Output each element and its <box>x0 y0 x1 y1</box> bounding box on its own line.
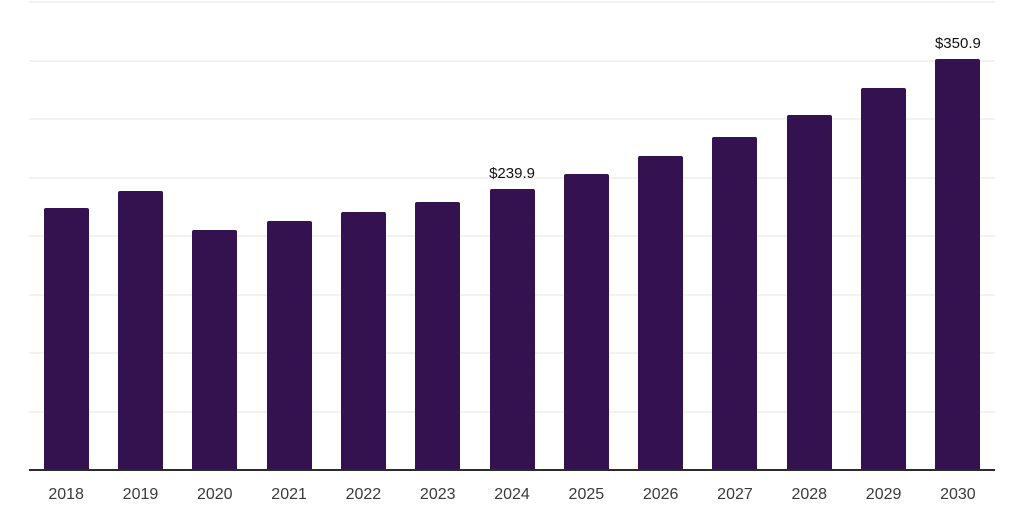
bar-band <box>772 2 846 470</box>
bar <box>935 59 981 470</box>
bar <box>117 190 163 470</box>
bars: $239.9 $350.9 <box>29 2 995 470</box>
bar <box>638 155 684 470</box>
bar-value-label: $239.9 <box>489 165 535 183</box>
bar-band <box>846 2 920 470</box>
x-tick-label: 2019 <box>122 486 159 503</box>
bar-band <box>29 2 103 470</box>
x-tick-label: 2026 <box>642 486 679 503</box>
bar-value-label: $350.9 <box>934 35 981 53</box>
bar <box>340 212 386 470</box>
bar <box>563 174 609 470</box>
bar-band <box>698 2 772 470</box>
bar <box>415 202 461 470</box>
bar-band: $239.9 <box>475 2 549 470</box>
x-tick-label: 2028 <box>791 486 828 503</box>
x-tick-label: 2024 <box>494 486 530 503</box>
bar-band <box>252 2 326 470</box>
bar <box>712 136 758 470</box>
bar-band <box>178 2 252 470</box>
bar <box>489 189 535 470</box>
bar-band <box>103 2 177 470</box>
x-tick-label: 2022 <box>345 486 382 503</box>
x-tick-label: 2029 <box>865 486 902 503</box>
x-axis-labels: 2018 2019 2020 2021 2022 2023 2024 2025 2026 2027… <box>29 485 995 505</box>
bar <box>786 114 832 470</box>
bar <box>266 220 312 470</box>
bar-band <box>401 2 475 470</box>
x-tick-label: 2023 <box>419 486 456 503</box>
x-tick-label: 2030 <box>940 486 976 503</box>
bar <box>192 229 238 470</box>
x-axis-line <box>29 469 995 471</box>
x-tick-label: 2025 <box>568 486 605 503</box>
plot-area: $239.9 $350.9 <box>29 1 995 470</box>
gridline <box>29 176 995 179</box>
gridline <box>29 1 995 3</box>
x-tick-label: 2021 <box>271 486 307 503</box>
x-tick-label: 2020 <box>196 486 233 503</box>
bar <box>43 208 89 470</box>
bar-band: $350.9 <box>921 2 995 470</box>
bar-band <box>624 2 698 470</box>
gridline <box>29 118 995 120</box>
gridline <box>29 59 995 62</box>
x-tick-label: 2018 <box>48 486 84 503</box>
x-tick-label: 2027 <box>717 486 753 503</box>
bar <box>861 88 907 470</box>
bar-band <box>326 2 400 470</box>
bar-band <box>549 2 623 470</box>
